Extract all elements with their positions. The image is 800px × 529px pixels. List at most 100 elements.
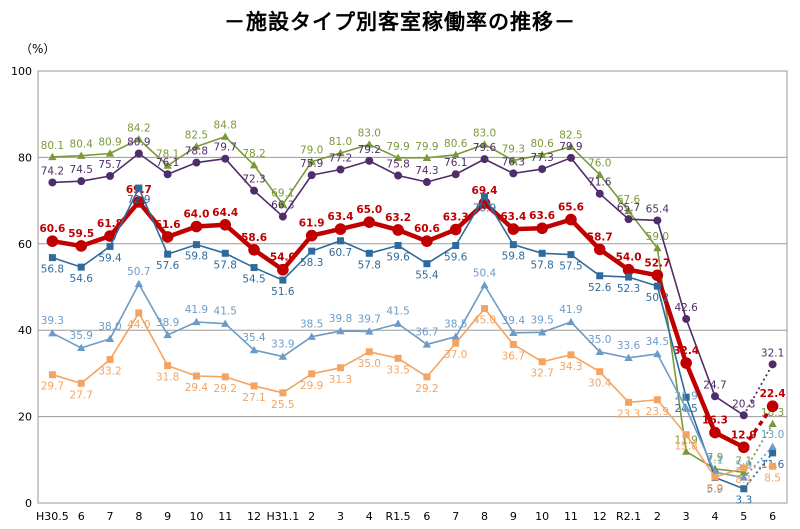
series-1-point	[278, 200, 288, 208]
series-6-point	[365, 348, 373, 356]
series-4-data-label: 54.6	[70, 273, 94, 285]
series-4-data-label: 3.3	[735, 495, 752, 507]
series-6-data-label: 8.1	[735, 474, 752, 486]
series-6-data-label: 31.3	[329, 374, 352, 386]
series-1-data-label: 78.1	[156, 149, 179, 161]
series-4-point	[106, 242, 114, 250]
series-6-data-label: 36.7	[502, 350, 525, 362]
series-1-point	[393, 153, 403, 161]
series-1-point	[537, 150, 547, 158]
series-1-point	[566, 142, 576, 150]
series-5-data-label: 36.7	[415, 326, 438, 338]
y-tick-label: 80	[18, 151, 32, 164]
series-5-data-label: 41.9	[559, 304, 582, 316]
series-2-point	[106, 171, 115, 180]
series-2-data-label: 75.8	[386, 159, 409, 171]
series-4-point	[567, 251, 575, 259]
series-2-point	[278, 212, 287, 221]
y-tick-label: 20	[18, 411, 32, 424]
x-tick-label: 2	[308, 510, 315, 523]
series-6-point	[653, 396, 661, 404]
series-1-point	[739, 468, 748, 476]
series-1-point	[163, 161, 172, 169]
series-5-data-label: 21.9	[674, 390, 697, 402]
series-3-point	[507, 223, 520, 235]
x-tick-label: H31.1	[266, 510, 299, 523]
series-1-point	[365, 140, 374, 148]
series-5: 39.3 35.9 38.0 50.7 38.9 41.9 41.5 35.4 33.9 38.5…	[41, 266, 784, 481]
series-5-data-label: 39.8	[329, 313, 352, 325]
series-1-data-label: 69.1	[271, 187, 294, 199]
series-5-point	[480, 281, 489, 289]
series-5-data-label: 38.5	[444, 319, 467, 331]
series-6-data-label: 34.3	[559, 361, 582, 373]
series-3-data-label: 61.9	[299, 218, 325, 230]
series-4-point	[365, 249, 373, 257]
series-5-point	[336, 326, 345, 335]
series-5-data-label: 41.9	[185, 304, 208, 316]
series-2-point	[307, 171, 316, 180]
series-5-data-label: 33.9	[271, 339, 294, 351]
y-tick-label: 100	[11, 65, 32, 78]
series-5-data-label: 35.0	[588, 334, 611, 346]
series-3-data-label: 64.4	[212, 207, 238, 219]
series-1-data-label: 67.6	[617, 194, 641, 206]
series-5-projection-line	[743, 446, 774, 479]
series-1-data-label: 80.1	[41, 140, 64, 152]
series-2-data-label: 74.2	[41, 165, 64, 177]
x-tick-label: 9	[164, 510, 171, 523]
series-2-point	[624, 215, 633, 224]
series-2-data-label: 20.3	[732, 398, 755, 410]
series-5-point	[509, 328, 518, 336]
series-5-data-label: 41.5	[386, 306, 409, 318]
series-4: 56.8 54.6 59.4 72.9 57.6 59.8 57.8 54.5 51.6 58.3…	[41, 184, 785, 507]
series-6-point	[769, 462, 777, 470]
series-5-data-label: 34.5	[646, 336, 669, 348]
x-tick-label: 2	[654, 510, 661, 523]
series-6-point	[509, 340, 517, 348]
series-5-data-label: 50.4	[473, 267, 497, 279]
series-2-data-label: 32.1	[761, 347, 784, 359]
series-3-point	[392, 224, 404, 236]
series-3-data-label: 61.6	[155, 219, 181, 231]
series-4-data-label: 51.6	[271, 286, 295, 298]
series-2-point	[595, 189, 604, 198]
series-2-data-label: 78.8	[185, 146, 208, 158]
series-1-data-label: 79.0	[300, 145, 323, 157]
series-4-point	[509, 241, 517, 249]
series-1-point	[105, 149, 115, 157]
series-3-point	[190, 220, 203, 233]
series-3-point	[334, 223, 347, 235]
series-2-point	[509, 169, 518, 178]
series-6-data-label: 29.2	[214, 383, 237, 395]
x-tick-label: 12	[247, 510, 261, 523]
series-6-data-label: 27.1	[242, 392, 265, 404]
series-1-point	[221, 132, 230, 140]
series-1-point	[624, 206, 633, 215]
series-1-point	[134, 135, 144, 143]
series-1: 80.1 80.4 80.9 84.2 78.1 82.5 84.8 78.2 69.1 79.0…	[41, 120, 784, 476]
series-4-point	[653, 282, 661, 290]
series-2-data-label: 75.9	[300, 158, 323, 170]
series-2-point	[134, 149, 143, 158]
series-2-point	[710, 392, 719, 401]
series-2-point	[566, 153, 575, 162]
x-tick-label: 8	[481, 510, 488, 523]
series-2-data-label: 65.7	[617, 202, 640, 214]
series-6-data-label: 33.2	[98, 366, 121, 378]
series-4-data-label: 57.8	[530, 259, 553, 271]
series-3-data-label: 60.6	[414, 223, 440, 235]
series-5-point	[739, 473, 748, 481]
series-4-data-label: 57.5	[559, 261, 582, 273]
series-4-point	[221, 249, 229, 257]
x-tick-label: 6	[769, 510, 776, 523]
series-2-point	[451, 170, 460, 179]
series-5-data-label: 38.9	[156, 317, 179, 329]
series-2-data-label: 77.2	[329, 152, 352, 164]
series-4-point	[423, 260, 431, 268]
series-4-data-label: 59.4	[98, 252, 122, 264]
series-3-data-label: 63.2	[385, 212, 411, 224]
series-4-point	[394, 242, 402, 250]
series-6-data-label: 23.3	[617, 408, 640, 420]
